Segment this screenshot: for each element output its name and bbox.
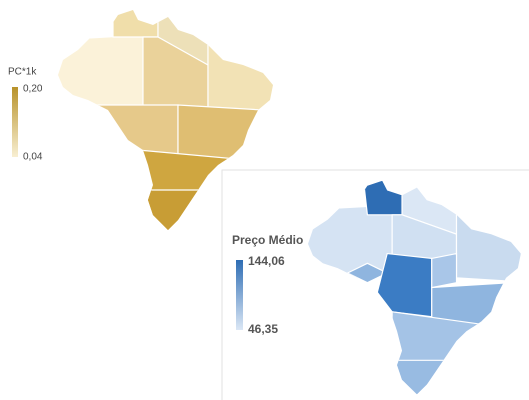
map-pc xyxy=(58,10,273,230)
legend-max: 144,06 xyxy=(248,254,285,268)
legend-min: 0,04 xyxy=(23,152,43,163)
map-preco xyxy=(308,180,521,395)
region xyxy=(376,252,433,318)
region xyxy=(431,252,458,289)
panel-border xyxy=(221,169,529,400)
region xyxy=(58,34,144,114)
region xyxy=(91,104,179,156)
region xyxy=(142,189,204,230)
region xyxy=(361,180,403,216)
region xyxy=(207,34,273,116)
legend-min: 46,35 xyxy=(248,322,278,336)
legend-gradient xyxy=(12,87,18,157)
region xyxy=(391,311,497,395)
legend-max: 0,20 xyxy=(23,84,43,95)
legend-title: Preço Médio xyxy=(232,233,303,247)
legend-gradient xyxy=(236,260,243,330)
legend-title: PC*1k xyxy=(8,67,37,78)
region xyxy=(112,10,159,38)
region xyxy=(391,359,453,395)
region xyxy=(455,204,521,284)
